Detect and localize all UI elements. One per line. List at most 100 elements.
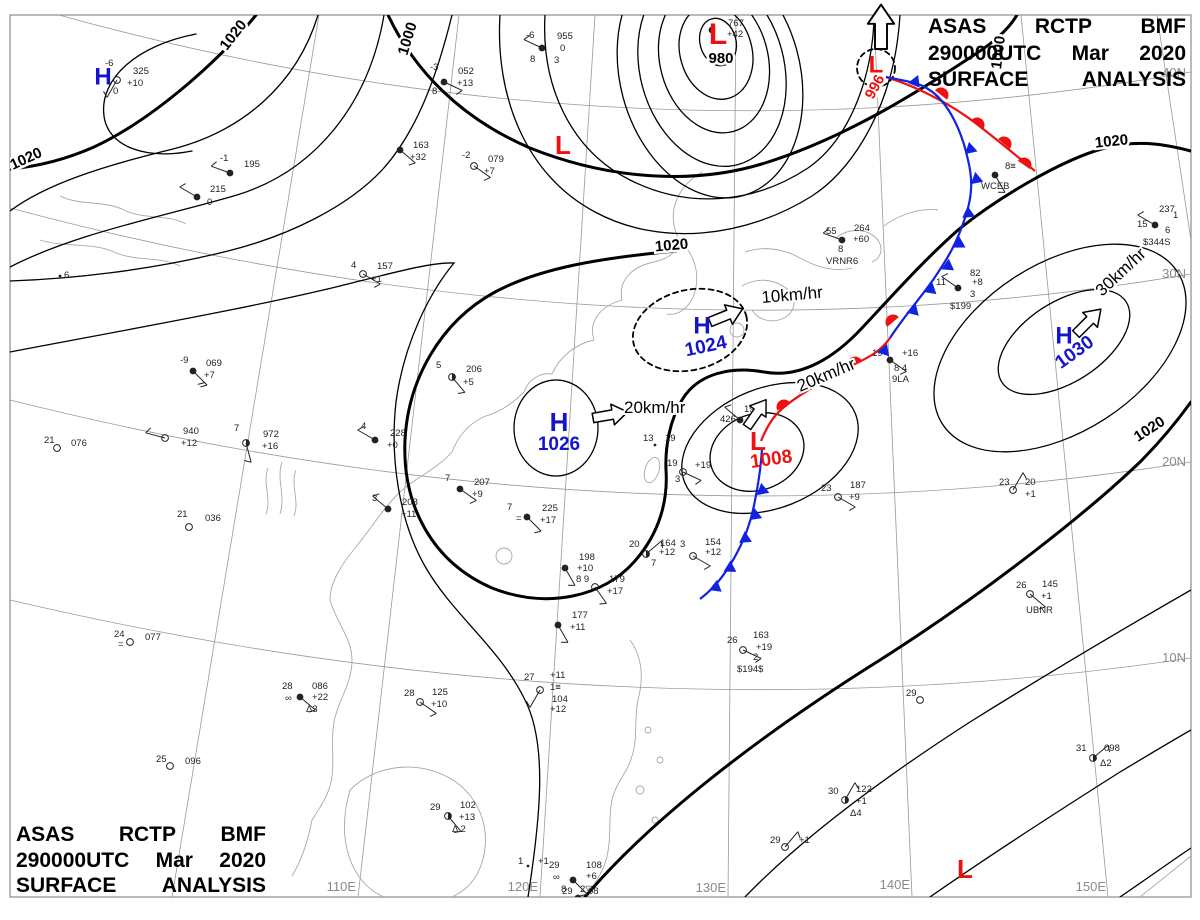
station-symbol — [554, 621, 562, 629]
station-value: 5 — [436, 360, 441, 371]
movement-arrow — [866, 3, 896, 50]
pressure-value: 1024 — [683, 332, 729, 361]
cold-front-marker — [941, 258, 955, 271]
station-value: 036 — [205, 513, 221, 524]
isobar — [386, 15, 1019, 178]
movement-arrow — [742, 399, 767, 431]
station-value: 198 — [579, 552, 595, 563]
barb-tick — [848, 506, 856, 511]
title-line-3: SURFACE ANALYSIS — [928, 69, 1186, 90]
front-semicircle — [822, 368, 837, 380]
isobar — [498, 15, 901, 235]
coastline — [835, 230, 882, 263]
isobar — [583, 400, 1191, 897]
station-value: 3 — [675, 474, 680, 485]
barb-tick — [197, 382, 205, 385]
isobars — [10, 15, 1191, 897]
barb-tick — [797, 831, 801, 839]
station-value: 164 — [660, 538, 676, 549]
open-arrow-icon — [707, 304, 744, 328]
station-symbol-half — [448, 812, 452, 820]
station-value: 145 — [1042, 579, 1058, 590]
station-symbol — [653, 443, 657, 447]
warm-front-marker — [847, 356, 862, 368]
station-symbol — [538, 44, 546, 52]
barb-tick — [357, 426, 365, 431]
station-value: 426 — [720, 414, 736, 425]
pressure-value: 1008 — [749, 446, 794, 473]
isobar-value-label: 980 — [708, 50, 733, 67]
station-value: +12 — [181, 438, 197, 449]
barb-tick — [372, 493, 380, 497]
island — [495, 547, 513, 565]
speed-label: 10km/hr — [761, 283, 824, 307]
station-symbol — [642, 550, 650, 558]
station-plot: 21 036 — [177, 509, 221, 531]
station-plot: 19 +19 3 — [667, 458, 711, 485]
front-semicircle — [971, 117, 985, 131]
station-plot: 4 157 +1 — [351, 260, 393, 288]
isobar-value-label: 1020 — [216, 17, 250, 54]
station-plot: 3 203+11 — [372, 493, 418, 520]
front-semicircle — [847, 356, 862, 368]
title-line-1: ASAS RCTP BMF — [928, 16, 1186, 37]
front-semicircle — [885, 314, 899, 327]
title-block-top-right: ASAS RCTP BMF 290000UTC Mar 2020 SURFACE… — [928, 16, 1186, 90]
station-value: WCEB — [981, 181, 1010, 192]
isobar — [543, 15, 875, 200]
isobar — [10, 15, 319, 212]
station-value: 23 — [999, 477, 1010, 488]
station-value: 29 — [562, 886, 573, 897]
station-value: ∞ — [553, 872, 560, 883]
title-line-2: 290000UTC Mar 2020 — [928, 43, 1186, 64]
station-symbol — [193, 193, 201, 201]
isobar-value-label: 1020 — [654, 236, 689, 256]
barb-tick — [244, 459, 252, 463]
station-plot: 198+108 9 — [561, 552, 595, 586]
station-symbol — [781, 843, 789, 851]
barb-tick — [457, 391, 465, 394]
station-value: 2▽ — [580, 884, 593, 895]
barb-tick — [526, 700, 531, 708]
station-value: +13 — [457, 78, 473, 89]
barb-tick — [200, 384, 208, 388]
station-symbol — [739, 646, 747, 654]
station-symbol — [371, 436, 379, 444]
latitude-label: 20N — [1162, 454, 1186, 469]
coastline — [59, 195, 187, 225]
barb-tick — [1038, 606, 1046, 610]
barb-tick — [1137, 211, 1145, 216]
station-value: 076 — [71, 438, 87, 449]
open-arrow-icon — [866, 3, 896, 50]
station-symbol — [574, 894, 582, 897]
isobar — [10, 262, 541, 897]
title-word: 2020 — [219, 848, 266, 872]
station-value: Δ 2 — [452, 824, 466, 835]
station-value: 163 — [413, 140, 429, 151]
station-value: 096 — [185, 756, 201, 767]
station-symbol — [841, 796, 849, 804]
station-plot: 21 076 — [44, 435, 87, 452]
station-symbol — [440, 78, 448, 86]
station-symbol-half — [452, 373, 456, 381]
barb-tick — [534, 530, 542, 534]
cold-front-marker — [952, 236, 966, 248]
movement-arrow — [707, 304, 744, 328]
isobar — [744, 589, 1191, 897]
barb-tick — [456, 90, 463, 95]
station-value: -1 — [220, 153, 228, 164]
station-symbol — [1026, 590, 1034, 598]
isobar — [403, 141, 1191, 601]
station-value: 177 — [572, 610, 588, 621]
isobar — [1119, 847, 1191, 897]
longitude-line — [1156, 15, 1191, 244]
station-value: +1 — [538, 856, 549, 867]
coastline — [291, 599, 353, 877]
station-plot: 29 +1 — [770, 831, 810, 851]
station-plot: 8≡ WCEB — [981, 161, 1016, 193]
isobar-closed — [933, 243, 1187, 453]
station-value: 225 — [542, 503, 558, 514]
